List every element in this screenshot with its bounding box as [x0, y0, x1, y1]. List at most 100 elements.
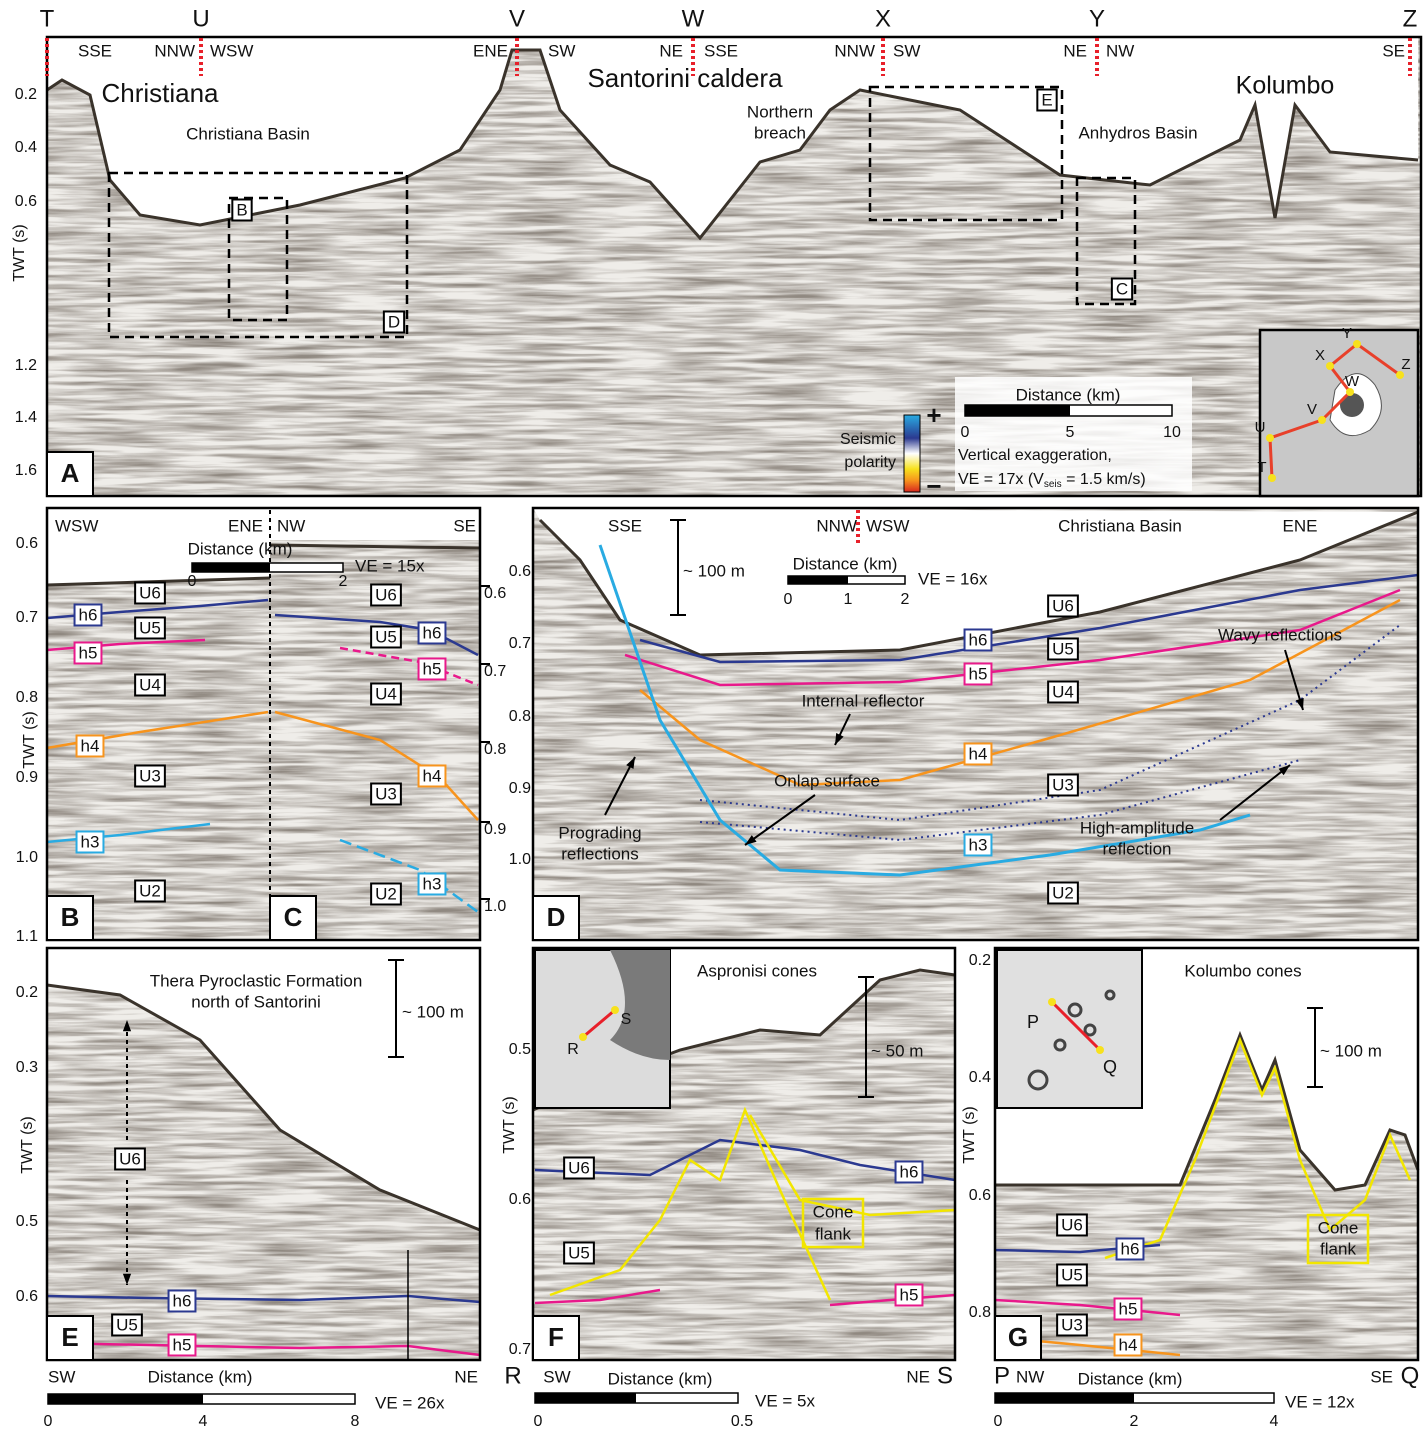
label-box — [370, 682, 402, 706]
profile-end: S — [937, 1362, 953, 1389]
horizon-label: h4 — [969, 744, 988, 763]
panel-letter: B — [61, 902, 80, 932]
arrow-head — [626, 757, 635, 769]
label-box — [894, 1283, 924, 1307]
polarity-title: Seismic — [840, 431, 896, 448]
section-letter: V — [509, 5, 525, 32]
profile-end: Q — [1401, 1362, 1420, 1389]
direction: NE — [659, 41, 683, 60]
direction: ENE — [228, 516, 263, 535]
direction: ENE — [473, 41, 508, 60]
horizon-label: h4 — [423, 766, 442, 785]
y-tick-label: 0.6 — [969, 1187, 991, 1204]
y-tick-label: 1.6 — [15, 462, 37, 479]
horizon — [339, 838, 479, 914]
horizon — [699, 624, 1401, 822]
panel-title: north of Santorini — [191, 992, 320, 1011]
annotation: reflections — [561, 844, 638, 863]
unit-label: U5 — [139, 618, 161, 637]
arrow-head — [122, 1020, 132, 1032]
panel-frame — [45, 946, 482, 1362]
scale-title: Distance (km) — [1016, 385, 1121, 404]
label-box — [417, 872, 447, 896]
horizon-label: h4 — [81, 736, 100, 755]
label-box — [73, 603, 103, 627]
unit-label: U2 — [1052, 883, 1074, 902]
panel-letter-box — [269, 895, 317, 941]
unit-label: U5 — [568, 1243, 590, 1262]
y-tick-label: 0.8 — [509, 708, 531, 725]
horizon-label: h6 — [900, 1162, 919, 1181]
y-tick-label: 0.8 — [16, 689, 38, 706]
y-tick-label: 0.7 — [484, 663, 506, 680]
rule — [1219, 764, 1291, 821]
island — [610, 950, 670, 1060]
annotation: Prograding — [558, 823, 641, 842]
scale-bar-black — [48, 1394, 203, 1404]
scale-tick: 2 — [901, 591, 910, 608]
panel-letter-box — [532, 1315, 580, 1361]
horizon — [829, 1293, 956, 1307]
unit-label: U6 — [1052, 596, 1074, 615]
horizon — [274, 613, 479, 657]
direction: NE — [906, 1367, 930, 1386]
panel-letter: C — [284, 902, 303, 932]
horizon-label: h6 — [79, 605, 98, 624]
horizon-label: h6 — [423, 623, 442, 642]
rule — [582, 1008, 616, 1039]
scale-title: Distance (km) — [793, 554, 898, 573]
direction: SSE — [704, 41, 738, 60]
y-tick-label: 0.8 — [484, 741, 506, 758]
unit-label: U5 — [1061, 1265, 1083, 1284]
box-label: C — [1116, 279, 1128, 298]
scale-tick: 0 — [961, 424, 970, 441]
inset-label: X — [1315, 347, 1325, 364]
track-point — [1346, 388, 1354, 396]
scale-tick: 0.5 — [731, 1413, 753, 1430]
label-box — [134, 673, 166, 697]
horizon-label: h5 — [1119, 1299, 1138, 1318]
panel-letter: G — [1008, 1322, 1028, 1352]
direction: NNW — [834, 41, 875, 60]
scale-tick: 0 — [188, 573, 197, 590]
direction: SW — [548, 41, 575, 60]
unit-label: U3 — [375, 784, 397, 803]
panel-title: Aspronisi cones — [697, 961, 817, 980]
horizon — [624, 588, 1401, 687]
unit-label: U2 — [139, 881, 161, 900]
horizon-label: h5 — [900, 1285, 919, 1304]
direction: SE — [1370, 1367, 1393, 1386]
label-box — [75, 734, 105, 758]
feature-label: breach — [754, 123, 806, 142]
label-box — [1110, 277, 1134, 301]
horizon-label: h3 — [81, 832, 100, 851]
scale-title: Distance (km) — [608, 1369, 713, 1388]
scale-tick: 4 — [199, 1413, 208, 1430]
label-box — [1047, 680, 1079, 704]
unit-label: U2 — [375, 884, 397, 903]
direction: WSW — [55, 516, 98, 535]
direction: SW — [48, 1367, 75, 1386]
height-bar-label: ~ 100 m — [402, 1002, 464, 1021]
horizon-label: h6 — [173, 1291, 192, 1310]
annotation: Onlap surface — [774, 771, 880, 790]
label-box — [370, 782, 402, 806]
direction: ENE — [1283, 516, 1318, 535]
scale-tick: 8 — [351, 1413, 360, 1430]
arrow-head — [835, 733, 844, 745]
label-box — [417, 621, 447, 645]
y-tick-label: 0.9 — [484, 821, 506, 838]
horizon-label: h5 — [423, 659, 442, 678]
y-tick-label: 0.5 — [16, 1213, 38, 1230]
label-box — [370, 882, 402, 906]
scale-bar-black — [995, 1393, 1134, 1403]
box-label: E — [1041, 90, 1052, 109]
section-letter: W — [682, 5, 705, 32]
annotation: Wavy reflections — [1218, 625, 1342, 644]
scale-bar-black — [788, 576, 848, 584]
panel-letter-box — [46, 895, 94, 941]
unit-label: U5 — [375, 627, 397, 646]
label-box — [1056, 1313, 1088, 1337]
horizon-label: h3 — [423, 874, 442, 893]
height-bar-label: ~ 100 m — [1320, 1041, 1382, 1060]
